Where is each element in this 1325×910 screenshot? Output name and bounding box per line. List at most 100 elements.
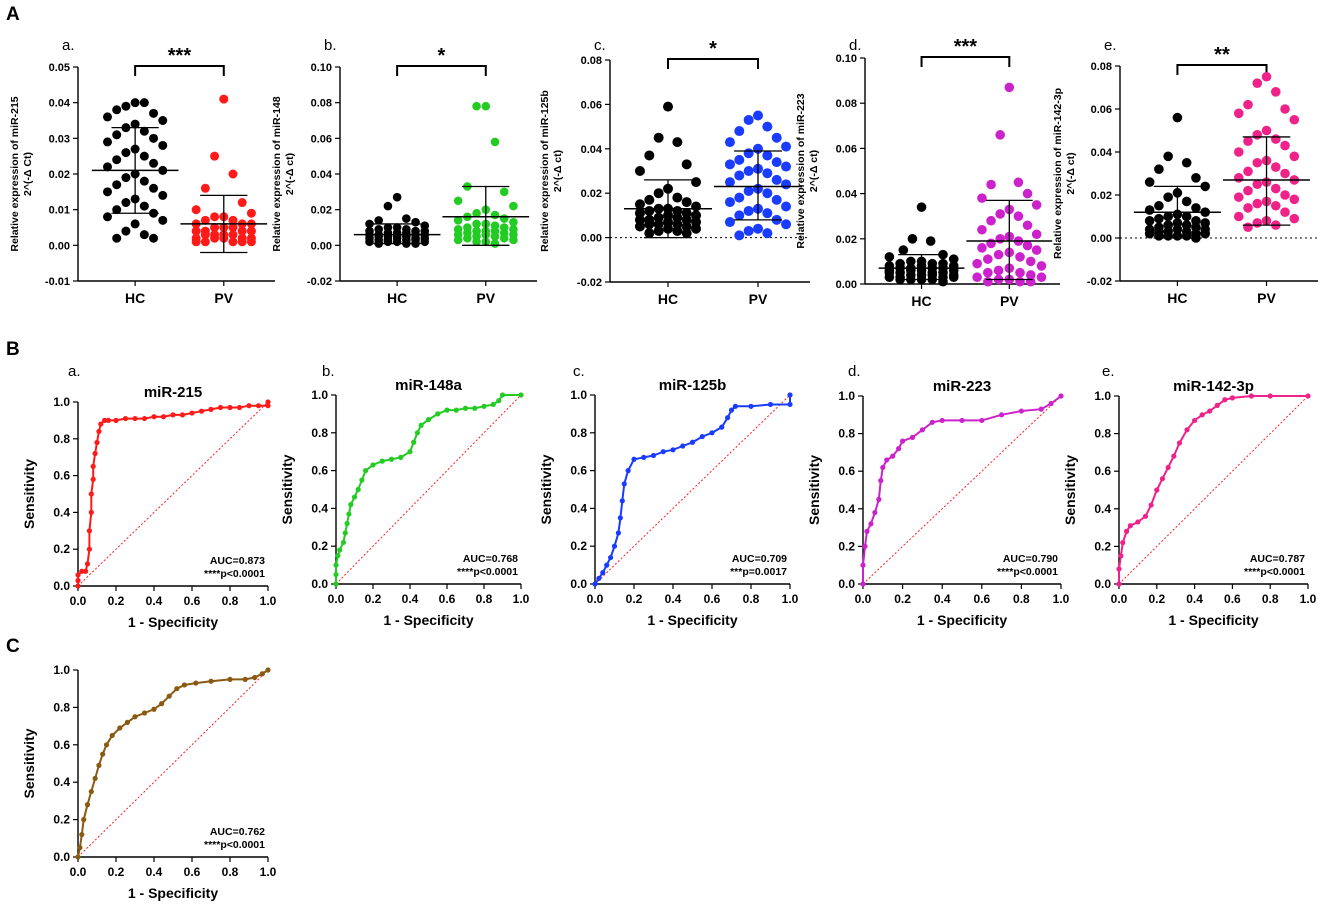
y-axis-title-unit: 2^(-Δ ct) (808, 150, 820, 192)
roc-point (919, 427, 926, 433)
x-axis-title: 1 - Specificity (128, 885, 218, 901)
y-tick-label: 0.10 (836, 53, 857, 65)
data-point (734, 170, 745, 181)
data-point (1154, 200, 1164, 211)
y-tick-label: 0.08 (311, 98, 332, 110)
x-tick-label: 0.8 (743, 592, 760, 606)
data-point (1031, 229, 1042, 240)
y-tick-label: 0.02 (311, 205, 332, 217)
roc-point (359, 477, 365, 483)
data-point (771, 132, 782, 143)
x-tick-label: 0.0 (70, 594, 87, 608)
x-tick-label: 0.2 (894, 592, 911, 606)
roc-point (660, 449, 666, 455)
roc-point (411, 439, 417, 445)
roc-point (1118, 553, 1124, 559)
roc-point (102, 417, 108, 423)
roc-point (1135, 519, 1141, 525)
x-tick-label: 0.6 (704, 592, 721, 606)
data-point (995, 130, 1005, 140)
data-point (1191, 203, 1201, 213)
y-tick-label: 1.0 (570, 388, 587, 402)
roc-point (344, 520, 350, 527)
data-point (1144, 205, 1155, 215)
roc-point (1176, 440, 1183, 446)
y-tick-label: 0.2 (53, 813, 70, 827)
roc-point (88, 509, 94, 515)
y-axis-title-unit: 2^(-Δ Ct) (22, 152, 34, 196)
data-point (237, 198, 247, 208)
data-point (1181, 211, 1192, 222)
y-tick-label: -0.01 (45, 276, 70, 288)
data-point (681, 159, 692, 170)
p-value-label: ****p<0.0001 (204, 839, 265, 851)
y-axis-title-unit: 2^(-Δ ct) (552, 150, 564, 192)
y-tick-label: 0.8 (570, 426, 587, 440)
y-tick-label: 0.2 (838, 539, 855, 553)
roc-point (1171, 453, 1177, 459)
roc-point (909, 434, 916, 440)
data-point (781, 179, 792, 190)
auc-label: AUC=0.709 (732, 553, 787, 565)
data-point (644, 205, 655, 216)
x-tick-label: 0.4 (402, 592, 419, 606)
data-point (130, 219, 140, 229)
roc-point (88, 788, 94, 795)
y-tick-label: 0.02 (836, 234, 857, 246)
roc-panel: 0.0 0.2 0.4 0.6 0.8 1.0 0.0 0.2 0.4 0.6 0.8 1.0 1 - … (21, 663, 277, 901)
x-tick-label: 0.2 (1148, 592, 1165, 606)
data-point (644, 219, 655, 230)
roc-point (1127, 523, 1133, 529)
data-point (672, 137, 683, 148)
x-axis-title: 1 - Specificity (128, 614, 218, 630)
data-point (103, 162, 113, 172)
data-point (743, 114, 754, 125)
data-point (228, 223, 238, 232)
data-point (490, 137, 500, 147)
roc-point (75, 583, 81, 589)
y-tick-label: 0.0 (838, 577, 855, 591)
roc-point (670, 447, 676, 453)
data-point (200, 183, 210, 193)
y-tick-label: 0.02 (581, 188, 602, 200)
data-point (1025, 276, 1036, 287)
roc-point (109, 732, 115, 739)
x-tick-label: 0.8 (222, 594, 239, 608)
data-point (149, 158, 159, 168)
data-point (986, 179, 996, 190)
data-point (1144, 228, 1155, 239)
x-category-label: PV (1000, 293, 1019, 309)
data-point (1144, 216, 1155, 226)
roc-point (81, 817, 87, 823)
roc-point (1038, 406, 1044, 412)
data-point (1243, 222, 1253, 233)
roc-point (787, 392, 793, 398)
data-point (1280, 168, 1290, 179)
data-point (771, 157, 782, 168)
data-point (228, 230, 238, 240)
y-tick-label: 0.0 (1094, 577, 1111, 591)
data-point (743, 166, 754, 176)
roc-point (414, 430, 420, 436)
data-point (228, 169, 238, 179)
roc-point (132, 714, 138, 720)
data-point (210, 151, 220, 161)
x-tick-label: 0.8 (1262, 592, 1279, 606)
data-point (237, 237, 247, 247)
x-tick-label: 0.8 (1013, 592, 1030, 606)
roc-point (689, 439, 696, 445)
data-point (1004, 82, 1015, 93)
y-tick-label: 0.6 (838, 464, 855, 478)
y-tick-label: 0.00 (311, 240, 332, 252)
data-point (139, 151, 149, 161)
data-point (1191, 173, 1201, 183)
roc-point (174, 686, 180, 692)
x-tick-label: 0.4 (146, 865, 163, 879)
data-point (1200, 181, 1210, 192)
data-point (977, 243, 987, 253)
data-point (149, 133, 159, 143)
data-point (1252, 157, 1263, 168)
data-point (681, 228, 692, 239)
roc-point (96, 428, 102, 435)
x-tick-label: 0.8 (476, 592, 493, 606)
